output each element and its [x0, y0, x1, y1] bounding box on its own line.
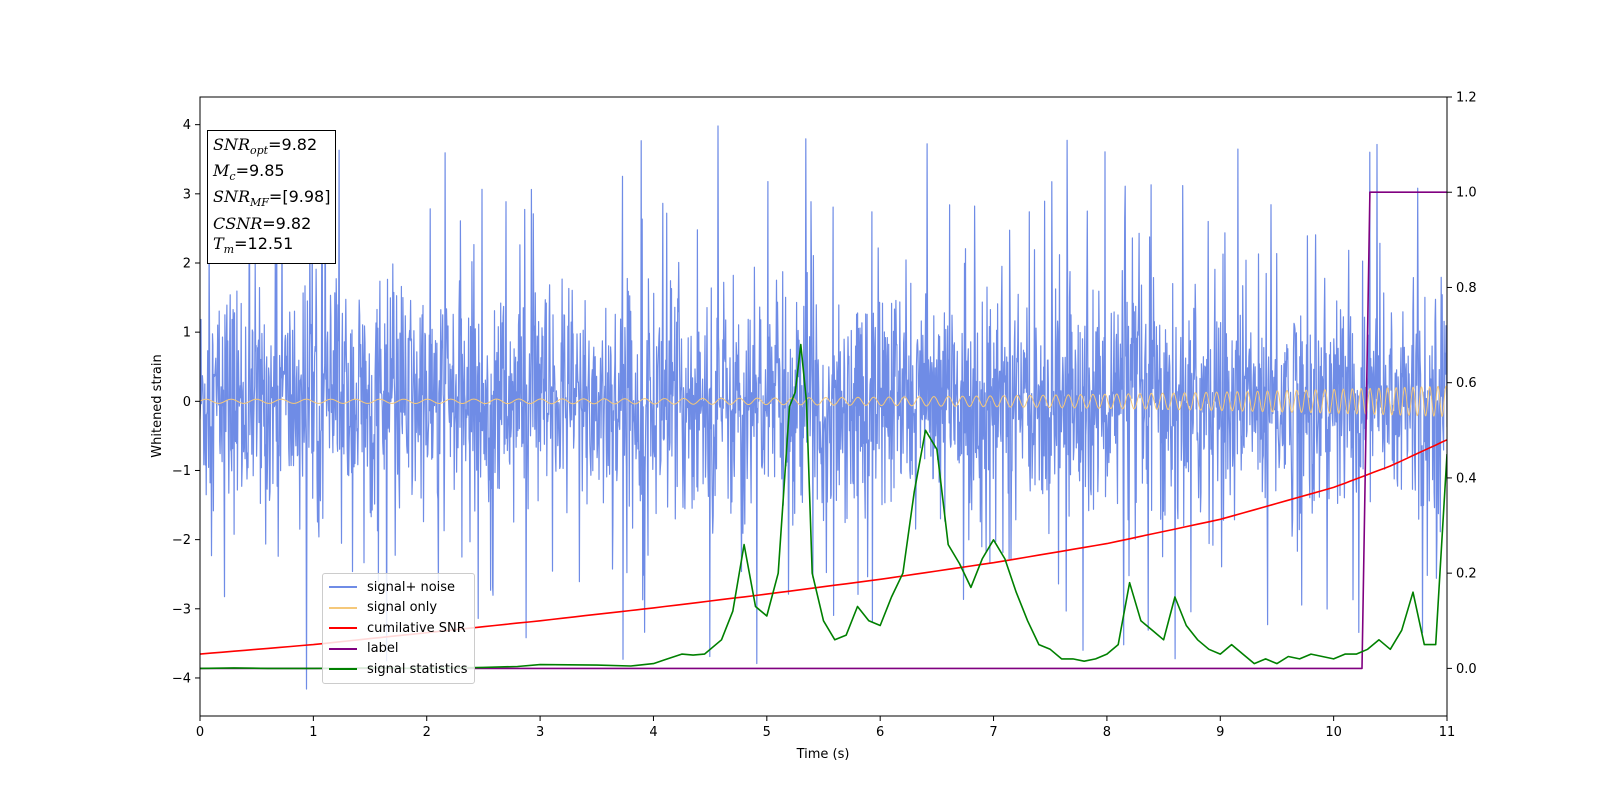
legend-label: signal statistics [367, 661, 468, 677]
legend-item: label [329, 639, 468, 660]
plot-frame [199, 96, 1448, 717]
annotation-subscript: m [223, 242, 235, 256]
y-tick-label: −1 [172, 464, 191, 479]
x-tick-label: 6 [876, 725, 884, 740]
y-tick-label: 2 [183, 256, 191, 271]
series-line-signal-statistics [200, 343, 1447, 670]
legend: signal+ noise signal only cumilative SNR la… [322, 573, 475, 684]
x-tick-label: 8 [1103, 725, 1111, 740]
legend-label: cumilative SNR [367, 620, 466, 636]
x-tick-label: 2 [423, 725, 431, 740]
x-axis-label: Time (s) [796, 747, 850, 762]
annotation-row: CSNR=9.82 [213, 214, 330, 234]
annotation-subscript: MF [250, 196, 269, 210]
series-line-label [200, 191, 1447, 670]
legend-swatch [329, 668, 357, 671]
annotation-row: SNRMF=[9.98] [213, 187, 330, 213]
series-line-signal-noise [200, 125, 1447, 690]
legend-swatch [329, 586, 357, 589]
x-tick-label: 7 [989, 725, 997, 740]
legend-label: label [367, 641, 399, 657]
annotation-value: =12.51 [234, 233, 294, 253]
x-tick-label: 11 [1439, 725, 1456, 740]
y-tick-label: −3 [172, 602, 191, 617]
annotation-symbol: SNR [213, 135, 251, 154]
x-tick-label: 5 [763, 725, 771, 740]
annotation-row: Mc=9.85 [213, 161, 330, 187]
legend-item: signal+ noise [329, 577, 468, 598]
legend-item: signal only [329, 598, 468, 619]
y-right-tick-label: 0.6 [1456, 376, 1477, 391]
legend-swatch [329, 606, 357, 609]
annotation-symbol: CSNR [213, 213, 263, 233]
annotation-value: =9.85 [235, 161, 285, 181]
series-line-signal-only [200, 385, 1447, 417]
y-tick-label: 3 [183, 187, 191, 202]
y-tick-label: −4 [172, 671, 191, 686]
y-right-tick-label: 0.4 [1456, 471, 1477, 486]
x-tick-label: 4 [649, 725, 657, 740]
annotation-value: =9.82 [262, 213, 312, 233]
annotation-row: Tm=12.51 [213, 234, 330, 260]
y-tick-label: 0 [183, 395, 191, 410]
y-right-tick-label: 0.2 [1456, 567, 1477, 582]
legend-swatch [329, 647, 357, 650]
x-tick-label: 9 [1216, 725, 1224, 740]
legend-label: signal+ noise [367, 579, 456, 595]
annotation-box: SNRopt=9.82 Mc=9.85 SNRMF=[9.98] CSNR=9.82 T… [207, 130, 337, 264]
annotation-subscript: c [229, 170, 236, 184]
y-right-tick-label: 1.0 [1456, 186, 1477, 201]
y-right-tick-label: 1.2 [1456, 91, 1477, 106]
x-tick-label: 1 [309, 725, 317, 740]
annotation-row: SNRopt=9.82 [213, 135, 330, 161]
x-tick-label: 3 [536, 725, 544, 740]
x-tick-label: 0 [196, 725, 204, 740]
y-axis-label: Whitened strain [150, 354, 165, 457]
y-right-tick-label: 0.0 [1456, 662, 1477, 677]
y-right-tick-label: 0.8 [1456, 281, 1477, 296]
annotation-value: =9.82 [268, 135, 318, 154]
y-tick-label: 4 [183, 118, 191, 133]
legend-item: cumilative SNR [329, 618, 468, 639]
legend-label: signal only [367, 600, 438, 616]
legend-item: signal statistics [329, 659, 468, 680]
annotation-subscript: opt [250, 144, 269, 158]
x-tick-label: 10 [1325, 725, 1342, 740]
y-tick-label: −2 [172, 533, 191, 548]
y-tick-label: 1 [183, 326, 191, 341]
legend-swatch [329, 627, 357, 630]
annotation-symbol: SNR [213, 187, 251, 207]
annotation-symbol: T [213, 233, 224, 253]
annotation-value: =[9.98] [268, 187, 331, 207]
annotation-symbol: M [213, 161, 230, 181]
